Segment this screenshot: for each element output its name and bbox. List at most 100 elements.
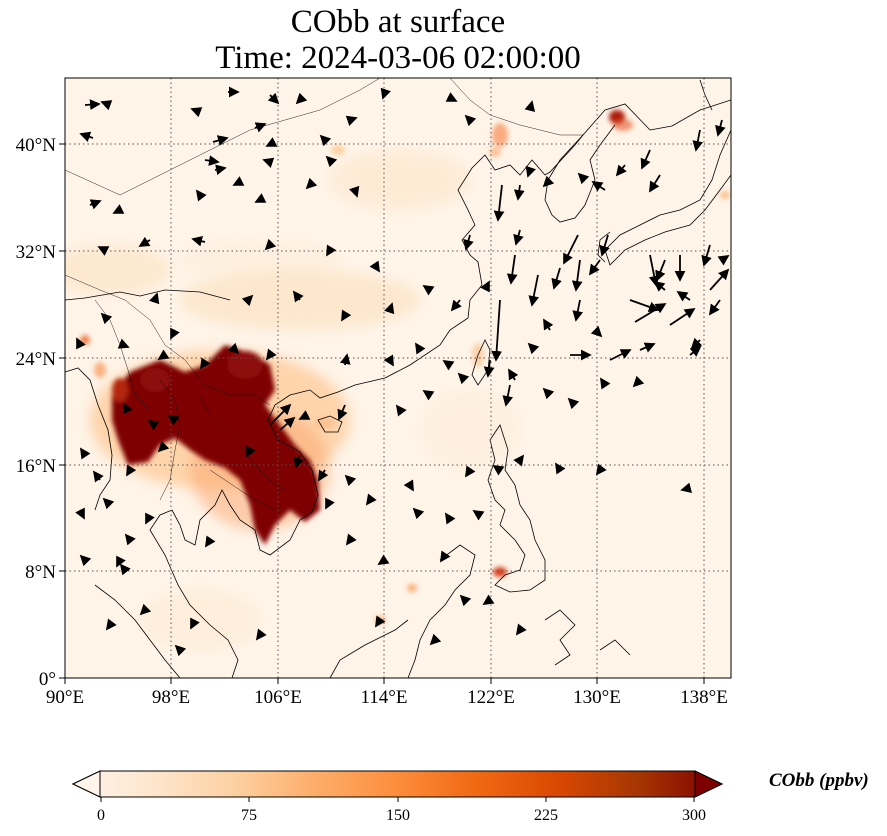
wind-arrow [339, 353, 351, 366]
wind-arrow [701, 244, 712, 267]
wind-arrow [615, 164, 627, 177]
wind-arrow [422, 390, 435, 401]
lat-tick-label: 40°N [16, 135, 57, 156]
wind-arrow [264, 238, 277, 251]
wind-arrow [571, 259, 583, 292]
wind-arrow [190, 617, 200, 630]
wind-arrow [157, 349, 170, 360]
wind-arrow [590, 325, 603, 338]
wind-arrow [653, 280, 666, 292]
wind-arrow [190, 107, 203, 118]
wind-arrow [639, 342, 656, 353]
wind-arrow [380, 87, 391, 100]
wind-arrow [395, 404, 407, 417]
colorbar-tick-label: 75 [241, 807, 257, 824]
wind-arrow [384, 302, 395, 315]
wind-arrow [525, 165, 536, 178]
wind-arrow [174, 644, 187, 657]
wind-arrow [232, 176, 245, 186]
wind-arrow [293, 454, 304, 469]
wind-arrow [709, 268, 730, 291]
wind-arrow [595, 463, 607, 476]
wind-arrow [292, 290, 304, 303]
wind-arrow [139, 603, 152, 616]
wind-arrow [241, 294, 254, 307]
colorbar-tick-label: 0 [97, 807, 105, 824]
wind-arrow [265, 348, 277, 361]
hotspot-bohai [489, 123, 508, 157]
lat-tick-label: 0° [39, 669, 56, 690]
wind-arrow [609, 349, 632, 361]
wind-arrow [508, 368, 519, 381]
wind-arrow [542, 387, 555, 400]
wind-arrow [295, 92, 308, 105]
hotspot-philippines [493, 567, 507, 577]
wind-arrow [524, 100, 536, 113]
wind-arrow [513, 454, 525, 467]
wind-arrow [100, 312, 113, 325]
wind-arrow [542, 175, 555, 188]
lat-tick-label: 16°N [16, 456, 57, 477]
wind-arrow [349, 185, 360, 198]
wind-arrow [325, 155, 338, 168]
wind-arrow [80, 447, 91, 460]
wind-arrow [588, 259, 601, 276]
hotspot-korea-border [609, 110, 633, 131]
wind-arrow [472, 510, 485, 521]
wind-arrow [502, 384, 514, 407]
lon-tick-label: 130°E [573, 687, 621, 708]
wind-arrow [567, 397, 580, 410]
colorbar-tick-label: 225 [534, 807, 558, 824]
wind-arrow [200, 357, 211, 370]
wind-arrow [445, 92, 458, 102]
wind-arrow [513, 184, 525, 201]
lat-tick-label: 8°N [25, 562, 56, 583]
wind-arrow [634, 303, 667, 323]
wind-arrow [117, 338, 130, 349]
wind-arrow [112, 204, 125, 214]
wind-arrow [318, 469, 329, 482]
wind-arrow [563, 234, 579, 265]
wind-arrow [337, 404, 348, 421]
wind-arrow [157, 440, 170, 453]
wind-arrow [649, 174, 661, 193]
wind-arrow [138, 236, 151, 247]
wind-arrow [412, 507, 425, 520]
wind-arrow [92, 470, 104, 483]
wind-arrow [255, 628, 267, 641]
wind-arrow [365, 493, 377, 506]
wind-arrow [717, 255, 730, 266]
wind-arrow [482, 594, 495, 605]
wind-arrow [124, 533, 136, 546]
wind-arrow [632, 375, 645, 388]
wind-arrow [204, 155, 220, 166]
lat-tick-label: 24°N [16, 349, 57, 370]
lat-tick-label: 32°N [16, 242, 57, 263]
wind-arrow [383, 354, 394, 367]
wind-arrow [145, 512, 155, 525]
wind-vectors [75, 86, 730, 657]
wind-arrow [415, 342, 426, 355]
wind-arrow [195, 189, 207, 202]
axis-ticks [59, 143, 705, 684]
wind-arrow [445, 512, 456, 525]
wind-arrow [640, 149, 651, 170]
wind-arrow [105, 618, 117, 631]
wind-arrow [555, 462, 566, 475]
lon-tick-label: 114°E [361, 687, 408, 708]
wind-arrow [262, 157, 275, 168]
wind-arrow [147, 420, 160, 431]
wind-arrow [102, 497, 115, 510]
wind-arrow [572, 299, 584, 322]
colorbar-label: CObb (ppbv) [769, 770, 869, 791]
wind-arrow [506, 254, 518, 285]
wind-arrow [513, 229, 524, 246]
lon-tick-label: 106°E [254, 687, 302, 708]
wind-arrow [676, 291, 691, 302]
wind-arrow [480, 280, 490, 293]
wind-arrow [375, 615, 386, 628]
wind-arrow [319, 134, 332, 147]
wind-arrow [708, 299, 721, 316]
wind-arrow [465, 465, 476, 478]
wind-arrow [100, 100, 113, 111]
